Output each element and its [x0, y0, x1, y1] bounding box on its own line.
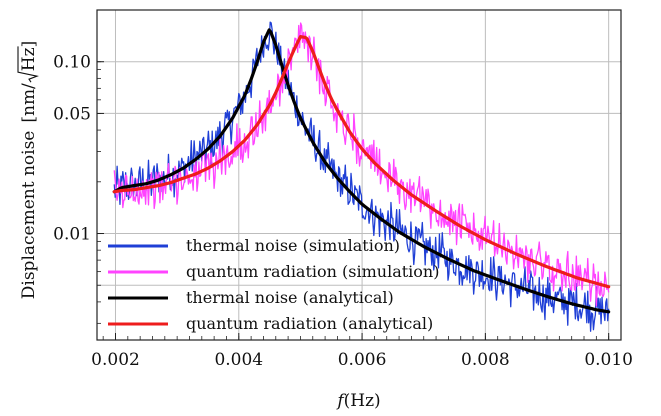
y-tick-label: 0.10	[53, 53, 91, 73]
series-line-quantum-radiation-simulation-	[113, 22, 610, 307]
x-axis-label-symbol: f	[335, 391, 346, 411]
y-axis-label-main: Displacement noise	[19, 131, 39, 300]
x-tick-label: 0.006	[338, 350, 387, 370]
x-tick-label: 0.008	[461, 350, 510, 370]
y-axis-label-unit-open: [nm/	[19, 83, 39, 123]
y-axis-label-text: Displacement noise [nm/Hz]	[19, 41, 39, 299]
y-axis-label-unit-close: ]	[19, 41, 39, 48]
y-axis-label-unit-hz: Hz	[19, 47, 39, 71]
legend-label: thermal noise (analytical)	[186, 288, 394, 307]
x-tick-label: 0.002	[91, 350, 140, 370]
legend-label: quantum radiation (analytical)	[186, 314, 433, 333]
gridlines	[97, 10, 621, 340]
x-tick-label: 0.010	[584, 350, 633, 370]
x-axis-label: f(Hz)	[335, 391, 380, 411]
legend-label: thermal noise (simulation)	[186, 236, 400, 255]
plot-frame	[96, 9, 622, 341]
y-tick-label: 0.05	[53, 104, 91, 124]
y-axis-label: Displacement noise [nm/Hz]	[17, 41, 39, 299]
series-lines	[112, 21, 611, 332]
series-line-thermal-noise-analytical-	[112, 28, 611, 314]
series-line-quantum-radiation-analytical-	[112, 35, 611, 289]
axis-ticks: 0.002 0.004 0.006 0.008 0.010 0.01 0.05 0.10	[53, 9, 633, 370]
x-axis-label-unit: (Hz)	[344, 391, 381, 411]
y-tick-label: 0.01	[53, 225, 91, 245]
legend-label: quantum radiation (simulation)	[186, 262, 439, 281]
legend: thermal noise (simulation) quantum radiat…	[108, 236, 439, 333]
sqrt-symbol	[17, 46, 39, 83]
x-tick-label: 0.004	[214, 350, 263, 370]
